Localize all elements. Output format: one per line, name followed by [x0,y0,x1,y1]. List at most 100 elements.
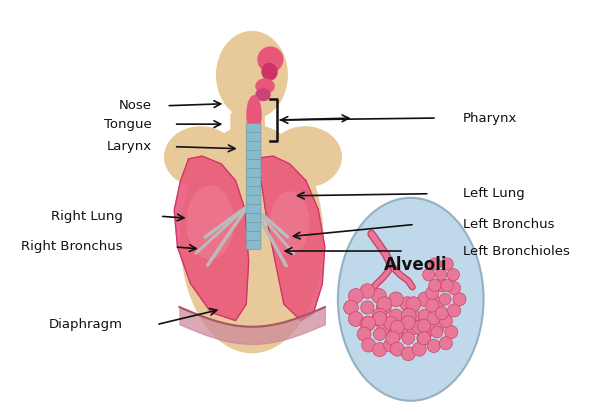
FancyBboxPatch shape [246,141,261,150]
FancyBboxPatch shape [246,232,261,240]
Text: Nose: Nose [119,99,152,112]
Circle shape [436,279,448,292]
Text: Right Bronchus: Right Bronchus [22,241,123,253]
Circle shape [349,288,363,303]
Circle shape [400,297,415,311]
Circle shape [389,309,403,322]
Ellipse shape [268,126,342,187]
Circle shape [389,325,403,339]
Circle shape [431,326,443,338]
Ellipse shape [255,78,275,94]
Circle shape [389,292,403,307]
Circle shape [372,308,387,323]
FancyBboxPatch shape [246,132,261,141]
Circle shape [371,312,386,326]
Circle shape [418,332,431,345]
Text: Pharynx: Pharynx [463,112,517,124]
Circle shape [439,337,452,350]
Circle shape [377,297,392,311]
Circle shape [453,293,466,306]
Circle shape [361,301,374,314]
FancyBboxPatch shape [246,204,261,213]
Circle shape [400,320,415,335]
Circle shape [373,311,386,325]
Circle shape [418,309,431,322]
Ellipse shape [338,198,484,401]
Circle shape [422,269,435,281]
Polygon shape [258,156,325,321]
Circle shape [406,320,421,335]
Circle shape [401,347,415,360]
FancyBboxPatch shape [246,240,261,249]
Circle shape [402,332,415,344]
Ellipse shape [257,47,283,73]
Circle shape [418,292,433,307]
Circle shape [439,293,451,305]
Circle shape [429,297,444,311]
Circle shape [401,316,415,330]
FancyBboxPatch shape [246,159,261,169]
Polygon shape [174,156,248,321]
Circle shape [362,338,376,352]
Ellipse shape [255,88,271,101]
Circle shape [376,300,391,315]
Text: Diaphragm: Diaphragm [49,318,123,331]
Ellipse shape [181,124,323,353]
Circle shape [441,279,453,292]
Circle shape [412,342,426,356]
Circle shape [447,269,460,281]
Circle shape [439,314,452,328]
Circle shape [388,327,402,341]
Circle shape [427,339,440,353]
Circle shape [401,308,416,323]
FancyBboxPatch shape [246,123,261,132]
Ellipse shape [270,191,309,255]
Circle shape [371,288,386,303]
Circle shape [386,331,400,345]
Circle shape [418,319,431,332]
Circle shape [429,279,441,292]
FancyBboxPatch shape [246,169,261,177]
Circle shape [406,297,421,311]
Ellipse shape [164,126,238,187]
Circle shape [448,281,461,295]
Circle shape [417,331,431,345]
Circle shape [429,320,444,335]
Text: Larynx: Larynx [107,140,152,153]
Circle shape [405,308,420,323]
Circle shape [436,269,446,280]
Text: Left Bronchus: Left Bronchus [463,218,554,231]
Circle shape [360,316,375,331]
Circle shape [441,258,453,270]
Circle shape [391,342,404,356]
Circle shape [448,304,461,317]
Text: Tongue: Tongue [104,118,152,131]
Circle shape [429,258,441,270]
Text: Left Bronchioles: Left Bronchioles [463,244,569,258]
Circle shape [377,320,392,335]
Circle shape [362,316,376,330]
Ellipse shape [216,31,288,119]
Circle shape [412,320,426,334]
Circle shape [349,312,363,326]
Circle shape [436,307,448,320]
Circle shape [418,325,433,339]
Circle shape [427,311,440,325]
Circle shape [373,343,386,357]
FancyBboxPatch shape [246,177,261,186]
Circle shape [344,300,358,315]
Circle shape [391,320,404,334]
Text: Right Lung: Right Lung [51,210,123,223]
Ellipse shape [246,95,262,134]
FancyBboxPatch shape [230,112,265,155]
Text: Alveoli: Alveoli [384,256,448,274]
FancyBboxPatch shape [246,222,261,232]
Ellipse shape [262,63,278,81]
Circle shape [383,316,398,330]
Circle shape [360,284,375,298]
Circle shape [434,308,449,323]
Text: Left Lung: Left Lung [463,187,524,200]
Circle shape [425,286,439,300]
Circle shape [373,328,386,340]
FancyBboxPatch shape [246,213,261,222]
